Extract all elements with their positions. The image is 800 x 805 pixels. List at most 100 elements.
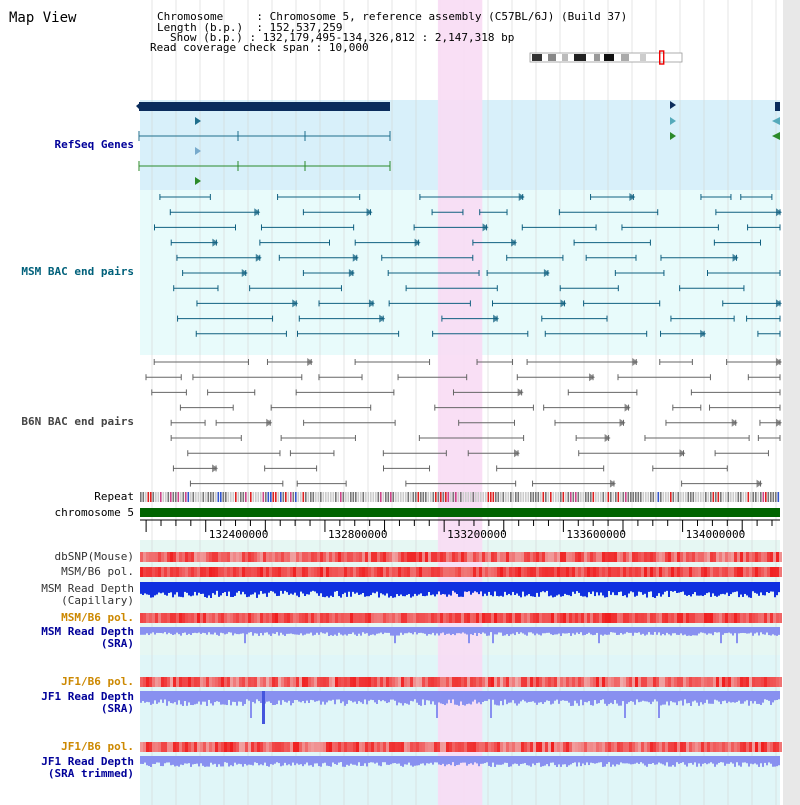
dbsnp-cell <box>656 552 659 562</box>
repeat-element <box>262 492 265 502</box>
dbsnp-cell <box>698 552 701 562</box>
b6n-bac-arrow-icon <box>776 358 782 366</box>
msm-depth-sra-bar <box>622 627 624 635</box>
msm-depth-sra-bar <box>660 627 662 636</box>
msm-b6-pol-2-cell <box>671 613 674 623</box>
track-label-b6n-bac[interactable]: B6N BAC end pairs <box>21 415 134 428</box>
msm-depth-sra-bar <box>164 627 166 633</box>
repeat-element <box>690 492 692 502</box>
msm-depth-sra-bar <box>152 627 154 633</box>
dbsnp-cell <box>419 552 422 562</box>
msm-bac-arrow-icon <box>241 269 248 277</box>
msm-b6-pol-2-cell <box>497 613 500 623</box>
msm-depth-sra-bar <box>280 627 282 633</box>
dbsnp-cell <box>431 552 434 562</box>
jf1-b6-pol-1-cell <box>689 677 692 687</box>
repeat-element <box>440 492 442 502</box>
track-label-jf1-depth-sra[interactable]: JF1 Read Depth (SRA) <box>41 690 134 715</box>
msm-b6-pol-2-cell <box>152 613 155 623</box>
dbsnp-cell <box>245 552 248 562</box>
track-label-chromosome[interactable]: chromosome 5 <box>54 506 134 519</box>
repeat-element <box>387 492 390 502</box>
jf1-depth-sra-bar <box>328 691 330 701</box>
track-label-msm-bac[interactable]: MSM BAC end pairs <box>21 265 134 278</box>
msm-b6-pol-2-cell <box>515 613 518 623</box>
jf1-depth-sra-bar <box>670 691 672 702</box>
dbsnp-cell <box>290 552 293 562</box>
jf1-b6-pol-1-cell <box>209 677 212 687</box>
msm-depth-sra-bar <box>548 627 550 633</box>
jf1-depth-sra-bar <box>468 691 470 704</box>
msm-depth-cap-bar <box>496 582 498 596</box>
repeat-element <box>487 492 490 502</box>
repeat-element <box>402 492 405 502</box>
jf1-b6-pol-1-cell <box>494 677 497 687</box>
repeat-element <box>187 492 190 502</box>
dbsnp-cell <box>638 552 641 562</box>
track-label-jf1-b6-pol-2[interactable]: JF1/B6 pol. <box>61 740 134 753</box>
jf1-depth-sra-bar <box>484 691 486 701</box>
jf1-b6-pol-2-cell <box>203 742 206 752</box>
msm-b6-pol-1-cell <box>251 567 254 577</box>
jf1-depth-sra-bar <box>508 691 510 703</box>
msm-depth-sra-bar <box>744 627 746 634</box>
jf1-depth-trim-bar <box>280 756 282 767</box>
jf1-b6-pol-2-cell <box>767 742 770 752</box>
track-label-jf1-b6-pol-1[interactable]: JF1/B6 pol. <box>61 675 134 688</box>
track-label-msm-b6-pol-2[interactable]: MSM/B6 pol. <box>61 611 134 624</box>
msm-depth-cap-bar <box>314 582 316 592</box>
jf1-b6-pol-2-cell <box>317 742 320 752</box>
repeat-element <box>502 492 505 502</box>
msm-b6-pol-1-cell <box>731 567 734 577</box>
track-label-msm-depth-sra[interactable]: MSM Read Depth (SRA) <box>41 625 134 650</box>
dbsnp-cell <box>443 552 446 562</box>
jf1-depth-trim-bar <box>498 756 500 765</box>
jf1-depth-trim-bar <box>454 756 456 767</box>
msm-b6-pol-1-cell <box>143 567 146 577</box>
dbsnp-cell <box>560 552 563 562</box>
msm-depth-sra-bar <box>484 627 486 634</box>
msm-b6-pol-2-cell <box>272 613 275 623</box>
jf1-b6-pol-1-cell <box>356 677 359 687</box>
jf1-depth-trim-bar <box>212 756 214 765</box>
msm-b6-pol-2-cell <box>539 613 542 623</box>
msm-b6-pol-2-cell <box>662 613 665 623</box>
msm-depth-cap-bar <box>474 582 476 592</box>
jf1-b6-pol-2-cell <box>512 742 515 752</box>
msm-depth-cap-bar <box>208 582 210 596</box>
track-label-dbsnp[interactable]: dbSNP(Mouse) <box>54 550 134 563</box>
msm-b6-pol-1-cell <box>497 567 500 577</box>
repeat-element <box>245 492 247 502</box>
repeat-element <box>617 492 620 502</box>
b6n-bac-arrow-icon <box>776 418 782 427</box>
msm-depth-cap-bar <box>184 582 186 592</box>
jf1-depth-sra-bar <box>472 691 474 702</box>
track-label-jf1-depth-trim[interactable]: JF1 Read Depth (SRA trimmed) <box>41 755 134 780</box>
dbsnp-cell <box>662 552 665 562</box>
jf1-depth-trim-bar <box>166 756 168 763</box>
jf1-depth-sra-bar <box>322 691 324 702</box>
msm-depth-cap-bar <box>224 582 226 593</box>
jf1-b6-pol-1-cell <box>221 677 224 687</box>
msm-b6-pol-1-cell <box>188 567 191 577</box>
track-label-msm-depth-cap[interactable]: MSM Read Depth (Capillary) <box>41 582 134 607</box>
msm-depth-cap-bar <box>164 582 166 595</box>
track-label-refseq[interactable]: RefSeq Genes <box>54 138 134 151</box>
dbsnp-cell <box>170 552 173 562</box>
track-label-msm-b6-pol-1[interactable]: MSM/B6 pol. <box>61 565 134 578</box>
msm-depth-sra-bar <box>224 627 226 635</box>
msm-b6-pol-2-cell <box>557 613 560 623</box>
b6n-bac-arrow-icon <box>731 418 738 427</box>
jf1-b6-pol-1-cell <box>176 677 179 687</box>
msm-b6-pol-2-cell <box>776 613 779 623</box>
msm-depth-cap-bar <box>718 582 720 596</box>
track-label-repeat[interactable]: Repeat <box>94 490 134 503</box>
msm-depth-cap-bar <box>628 582 630 594</box>
dbsnp-cell <box>251 552 254 562</box>
jf1-depth-sra-bar <box>336 691 338 700</box>
msm-b6-pol-1-cell <box>539 567 542 577</box>
repeat-element <box>770 492 772 502</box>
msm-b6-pol-1-cell <box>224 567 227 577</box>
jf1-depth-trim-bar <box>310 756 312 766</box>
